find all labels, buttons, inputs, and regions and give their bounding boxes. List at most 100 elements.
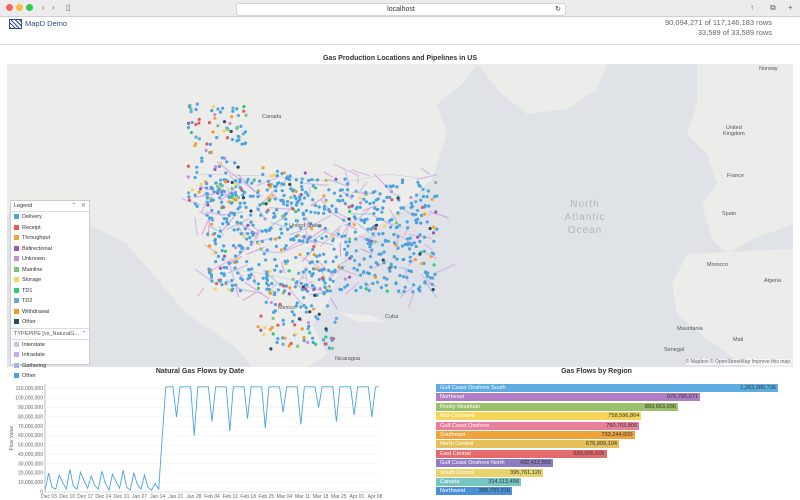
reload-icon[interactable]: ↻ bbox=[555, 6, 561, 13]
production-point bbox=[234, 193, 238, 198]
production-point bbox=[250, 230, 254, 235]
legend-item-5[interactable]: Mainline bbox=[11, 265, 89, 276]
map-attribution[interactable]: © Mapbox © OpenStreetMap Improve this ma… bbox=[685, 359, 790, 365]
back-icon[interactable]: ‹ bbox=[42, 3, 45, 12]
pipeline-segment bbox=[330, 297, 338, 310]
legend-item-9[interactable]: Withdrawal bbox=[11, 307, 89, 318]
bar[interactable]: North Central 675,999,104 bbox=[436, 440, 619, 449]
close-legend-icon[interactable]: ✕ bbox=[80, 203, 86, 209]
bar[interactable]: Gulf Coast Onshore 750,765,806 bbox=[436, 421, 640, 430]
legend-item-1[interactable]: Receipt bbox=[11, 223, 89, 234]
bar[interactable]: Gulf Coast Onshore North 432,412,855 bbox=[436, 459, 554, 468]
address-bar[interactable]: localhost ↻ bbox=[236, 3, 566, 16]
bar[interactable]: Canada 314,113,456 bbox=[436, 478, 522, 486]
legend-label: Receipt bbox=[22, 224, 41, 231]
production-point bbox=[280, 172, 284, 176]
sidebar-icon[interactable]: ▯ bbox=[66, 3, 71, 12]
pipeline-segment bbox=[193, 193, 215, 198]
production-point bbox=[193, 202, 197, 206]
production-point bbox=[432, 239, 436, 244]
legend-subitem-2[interactable]: Gathering bbox=[11, 361, 89, 372]
production-point bbox=[245, 260, 249, 264]
production-point bbox=[240, 278, 245, 282]
legend-item-7[interactable]: TD1 bbox=[11, 286, 89, 297]
line-chart[interactable]: 0 10,000,000 20,000,000 30,000,000 40,000,00… bbox=[7, 378, 393, 500]
production-point bbox=[272, 211, 276, 215]
production-point bbox=[270, 281, 274, 286]
bar[interactable]: Southeast 733,244,600 bbox=[436, 431, 635, 439]
production-point bbox=[241, 132, 245, 136]
share-icon[interactable]: ↑ bbox=[750, 3, 754, 12]
production-point bbox=[207, 121, 212, 125]
legend-item-2[interactable]: Throughput bbox=[11, 233, 89, 244]
production-point bbox=[375, 280, 380, 284]
pipeline-segment bbox=[308, 281, 314, 284]
production-point bbox=[299, 281, 303, 286]
bar[interactable]: South Central 395,761,120 bbox=[436, 468, 544, 477]
app-logo[interactable]: MapD Demo bbox=[9, 19, 67, 30]
production-point bbox=[303, 287, 308, 291]
production-point bbox=[204, 186, 209, 190]
map-title: Gas Production Locations and Pipelines i… bbox=[322, 55, 478, 62]
production-point bbox=[214, 181, 218, 185]
production-point bbox=[334, 210, 338, 214]
collapse-legend-icon[interactable]: ⌃ bbox=[71, 203, 77, 209]
production-point bbox=[280, 231, 284, 235]
production-point bbox=[289, 237, 293, 242]
legend-item-4[interactable]: Unknown bbox=[11, 254, 89, 265]
production-point bbox=[257, 263, 261, 267]
production-point bbox=[233, 161, 237, 165]
legend-item-6[interactable]: Storage bbox=[11, 275, 89, 286]
tabs-icon[interactable]: ⧉ bbox=[770, 3, 776, 12]
production-point bbox=[236, 165, 240, 169]
production-point bbox=[296, 208, 301, 212]
production-point bbox=[218, 229, 222, 233]
legend-item-3[interactable]: Bidirectional bbox=[11, 244, 89, 255]
legend-subgroup-header[interactable]: TYPEPIPE [vs_NaturalG... ⌃ bbox=[11, 327, 89, 340]
legend-subitem-1[interactable]: Intrastate bbox=[11, 350, 89, 361]
pipeline-segment bbox=[289, 225, 315, 236]
bar[interactable]: East Central 630,005,605 bbox=[436, 449, 607, 458]
production-point bbox=[433, 272, 437, 276]
legend-item-0[interactable]: Delivery bbox=[11, 212, 89, 223]
production-point bbox=[314, 315, 318, 319]
legend-label: Other bbox=[22, 373, 36, 379]
bar[interactable]: Northwest 280,737,216 bbox=[436, 487, 512, 496]
production-point bbox=[339, 194, 343, 198]
legend-subgroup-title: TYPEPIPE [vs_NaturalG... bbox=[14, 330, 80, 337]
production-point bbox=[392, 232, 396, 237]
bar[interactable]: Mid-Continent 758,596,864 bbox=[436, 412, 642, 421]
pointmap-chart[interactable]: Canada United States Mexico Cuba Nicarag… bbox=[7, 64, 793, 367]
production-point bbox=[237, 244, 241, 248]
production-point bbox=[316, 317, 320, 321]
legend-subitem-0[interactable]: Interstate bbox=[11, 340, 89, 351]
close-window-button[interactable] bbox=[6, 4, 13, 11]
bar[interactable]: Northeast 975,766,671 bbox=[436, 393, 701, 402]
production-point bbox=[214, 165, 218, 169]
pipeline-segment bbox=[242, 292, 257, 301]
legend-item-10[interactable]: Other bbox=[11, 317, 89, 328]
production-point bbox=[263, 325, 267, 330]
zoom-window-button[interactable] bbox=[26, 4, 33, 11]
production-point bbox=[225, 217, 229, 221]
forward-icon[interactable]: › bbox=[52, 3, 55, 12]
production-point bbox=[395, 257, 399, 261]
production-point bbox=[293, 323, 297, 327]
production-point bbox=[262, 332, 266, 336]
bar[interactable]: Gulf Coast Onshore South 1,263,280,736 bbox=[436, 384, 778, 392]
production-point bbox=[312, 253, 316, 257]
production-point bbox=[343, 277, 348, 281]
legend-subitem-3[interactable]: Other bbox=[11, 371, 89, 382]
production-point bbox=[340, 266, 344, 270]
production-point bbox=[409, 195, 413, 200]
map-legend[interactable]: Legend ⌃ ✕ Delivery Receipt Throughput Bidi… bbox=[10, 200, 90, 379]
minimize-window-button[interactable] bbox=[16, 4, 23, 11]
new-tab-icon[interactable]: + bbox=[788, 3, 793, 12]
pipeline-segment bbox=[304, 221, 308, 236]
collapse-subgroup-icon[interactable]: ⌃ bbox=[81, 330, 86, 337]
production-point bbox=[239, 215, 244, 219]
production-point bbox=[402, 257, 406, 262]
bar[interactable]: Rocky Mountain 893,663,936 bbox=[436, 402, 678, 411]
production-point bbox=[310, 260, 314, 264]
legend-item-8[interactable]: TD2 bbox=[11, 296, 89, 307]
